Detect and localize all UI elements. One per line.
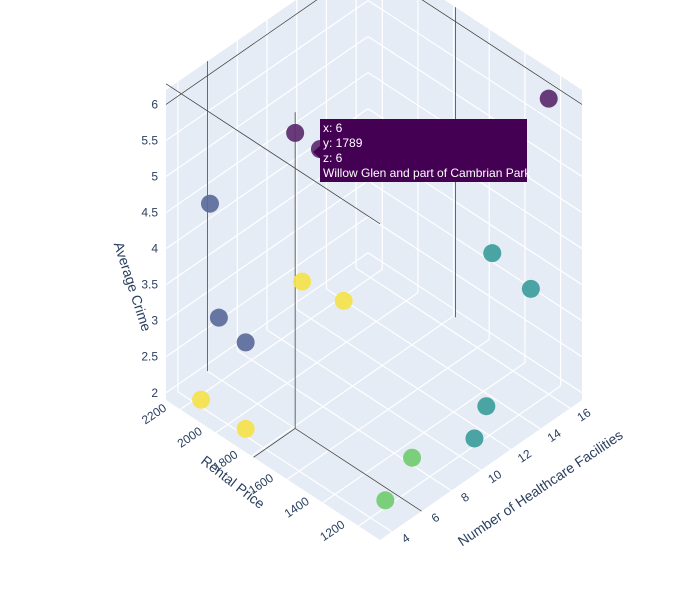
tooltip-box [320,119,527,182]
data-point[interactable] [236,333,255,352]
data-point[interactable] [209,308,228,327]
hover-tooltip: x: 6 y: 1789 z: 6 Willow Glen and part o… [313,119,531,182]
grid-line-x-floor [326,288,541,430]
spike-line [253,428,296,458]
grid-line-y-floor [251,315,454,457]
grid-line-x-floor [266,329,482,471]
grid-line-z-left [165,252,369,394]
grid-line-z-left [165,216,369,358]
data-point[interactable] [521,279,540,298]
z-axis-ticks: 2 2.5 3 3.5 4 4.5 5 5.5 6 [141,97,158,399]
z-tick-label: 2 [151,386,158,400]
grid-line-y-floor [179,268,383,410]
x-tick-label: 8 [458,489,472,505]
data-point[interactable] [376,491,395,510]
grid-line-x-floor [177,391,393,533]
z-tick-label: 6 [151,97,158,111]
grid-line-z-right [367,36,583,178]
data-point[interactable] [483,244,502,263]
tooltip-pointer [313,146,320,158]
spike-line [165,0,318,105]
x-tick-label: 10 [485,467,504,486]
spike-frame [165,0,583,512]
x-tick-label: 12 [515,446,534,465]
data-point[interactable] [334,291,353,310]
grid-line-x-floor [236,350,452,492]
grid-line-z-right [367,252,583,394]
grid-line-y-floor [322,362,526,504]
data-point[interactable] [477,397,496,416]
z-tick-label: 4 [151,242,158,256]
data-point[interactable] [465,429,484,448]
x-tick-label: 14 [545,426,564,445]
data-point[interactable] [200,194,219,213]
data-point[interactable] [236,419,255,438]
tooltip-line-y: y: 1789 [323,136,363,150]
grid-line-x-floor [355,267,571,409]
tooltip-line-name: Willow Glen and part of Cambrian Park [323,166,531,180]
x-tick-label: 4 [399,531,413,547]
grid-line-z-left [165,36,369,178]
spike-line [421,0,583,105]
spike-line [165,83,381,225]
z-tick-label: 2.5 [141,350,158,364]
y-tick-label: 2200 [139,401,169,428]
z-tick-label: 3 [151,314,158,328]
grid-line-x-floor [296,308,512,450]
data-point[interactable] [293,272,312,291]
tooltip-line-z: z: 6 [323,151,343,165]
grid-line-z-right [367,0,583,141]
grid-line-z-right [367,216,583,358]
grid-line-z-left [165,72,369,214]
spike-line [294,428,422,512]
data-point[interactable] [539,89,558,108]
z-tick-label: 5 [151,170,158,184]
grid-line-z-right [367,180,583,322]
tooltip-line-x: x: 6 [323,121,343,135]
y-tick-label: 2000 [175,424,205,451]
data-point[interactable] [192,390,211,409]
grid-line-z-left [165,0,369,141]
z-tick-label: 3.5 [141,278,158,292]
grid-line-y-floor [215,292,419,434]
grid-line-y-floor [286,338,490,480]
back-right-pane [368,0,582,400]
y-tick-label: 1400 [282,494,312,521]
z-tick-label: 5.5 [141,133,158,147]
y-tick-label: 1200 [317,517,347,544]
data-point[interactable] [403,448,422,467]
x-tick-label: 16 [574,405,593,424]
grid-line-z-left [165,180,369,322]
x-tick-label: 6 [429,510,443,526]
data-point[interactable] [286,123,305,142]
z-tick-label: 4.5 [141,206,158,220]
